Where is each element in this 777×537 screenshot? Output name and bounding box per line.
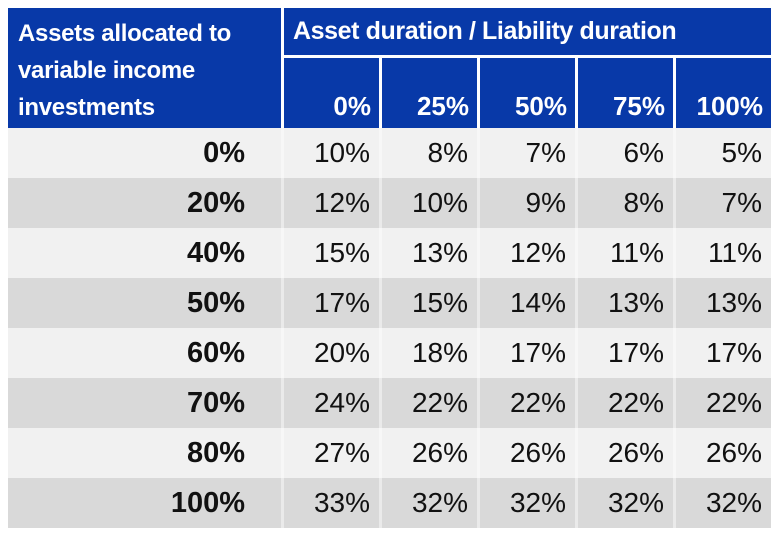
- table-cell: 26%: [477, 428, 575, 478]
- table-cell: 17%: [673, 328, 771, 378]
- table-cell: 22%: [673, 378, 771, 428]
- table-cell: 7%: [477, 128, 575, 178]
- table-cell: 22%: [477, 378, 575, 428]
- corner-header-line: variable income: [18, 57, 195, 84]
- table-cell: 12%: [281, 178, 379, 228]
- table-cell: 17%: [281, 278, 379, 328]
- corner-header-line: investments: [18, 94, 155, 121]
- table-row: 20% 12% 10% 9% 8% 7%: [8, 178, 771, 228]
- table-cell: 5%: [673, 128, 771, 178]
- table-cell: 14%: [477, 278, 575, 328]
- table-cell: 17%: [477, 328, 575, 378]
- table-cell: 8%: [575, 178, 673, 228]
- table-cell: 13%: [379, 228, 477, 278]
- table-cell: 32%: [673, 478, 771, 528]
- table-cell: 15%: [281, 228, 379, 278]
- table-cell: 12%: [477, 228, 575, 278]
- table-row: 40% 15% 13% 12% 11% 11%: [8, 228, 771, 278]
- row-label: 0%: [203, 137, 245, 169]
- table-cell: 27%: [281, 428, 379, 478]
- table-cell: 32%: [575, 478, 673, 528]
- table-cell: 22%: [379, 378, 477, 428]
- table-cell: 32%: [477, 478, 575, 528]
- table-cell: 26%: [379, 428, 477, 478]
- column-header: 25%: [382, 58, 477, 128]
- table-cell: 26%: [673, 428, 771, 478]
- table-cell: 32%: [379, 478, 477, 528]
- table-cell: 33%: [281, 478, 379, 528]
- column-headers-row: 0% 25% 50% 75% 100%: [284, 58, 771, 128]
- column-header-group: Asset duration / Liability duration 0% 2…: [284, 8, 771, 128]
- column-group-header: Asset duration / Liability duration: [284, 8, 771, 55]
- table-cell: 13%: [673, 278, 771, 328]
- table-row: 60% 20% 18% 17% 17% 17%: [8, 328, 771, 378]
- table-cell: 11%: [673, 228, 771, 278]
- table-cell: 20%: [281, 328, 379, 378]
- table-cell: 15%: [379, 278, 477, 328]
- row-label: 20%: [186, 187, 245, 219]
- table-cell: 26%: [575, 428, 673, 478]
- risk-table: Assets allocated to variable income inve…: [8, 8, 771, 528]
- table-cell: 18%: [379, 328, 477, 378]
- row-label: 70%: [186, 387, 245, 419]
- row-label: 40%: [186, 237, 245, 269]
- table-cell: 7%: [673, 178, 771, 228]
- table-row: 70% 24% 22% 22% 22% 22%: [8, 378, 771, 428]
- table-row: 0% 10% 8% 7% 6% 5%: [8, 128, 771, 178]
- column-header: 100%: [676, 58, 771, 128]
- table-cell: 11%: [575, 228, 673, 278]
- table-cell: 10%: [281, 128, 379, 178]
- corner-header: Assets allocated to variable income inve…: [8, 8, 281, 128]
- table-cell: 17%: [575, 328, 673, 378]
- table-row: 100% 33% 32% 32% 32% 32%: [8, 478, 771, 528]
- column-header: 50%: [480, 58, 575, 128]
- table-header: Assets allocated to variable income inve…: [8, 8, 771, 128]
- row-label: 60%: [186, 337, 245, 369]
- column-header: 0%: [284, 58, 379, 128]
- column-header: 75%: [578, 58, 673, 128]
- table-cell: 22%: [575, 378, 673, 428]
- table-cell: 6%: [575, 128, 673, 178]
- row-label: 80%: [186, 437, 245, 469]
- row-label: 100%: [170, 487, 245, 519]
- corner-header-line: Assets allocated to: [18, 20, 232, 47]
- table-row: 80% 27% 26% 26% 26% 26%: [8, 428, 771, 478]
- table-body: 0% 10% 8% 7% 6% 5% 20% 12% 10% 9% 8% 7% …: [8, 128, 771, 528]
- table-cell: 9%: [477, 178, 575, 228]
- table-cell: 10%: [379, 178, 477, 228]
- table-cell: 13%: [575, 278, 673, 328]
- table-cell: 24%: [281, 378, 379, 428]
- table-row: 50% 17% 15% 14% 13% 13%: [8, 278, 771, 328]
- table-cell: 8%: [379, 128, 477, 178]
- row-label: 50%: [186, 287, 245, 319]
